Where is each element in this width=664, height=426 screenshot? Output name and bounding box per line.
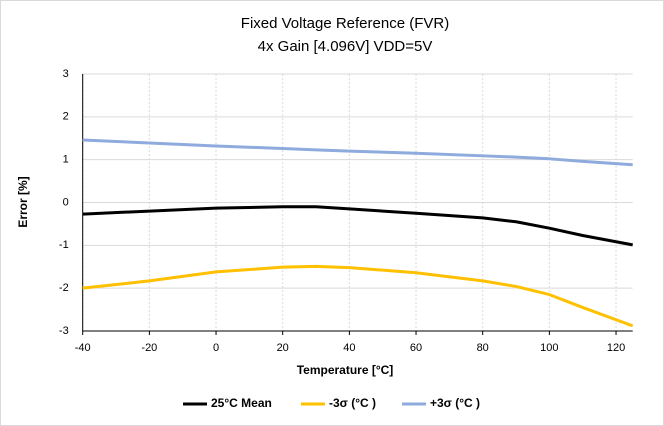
x-tick-label: 20 <box>277 342 289 354</box>
y-tick-label: -1 <box>59 239 69 251</box>
x-tick-label: -40 <box>75 342 91 354</box>
x-tick-label: 100 <box>540 342 558 354</box>
legend-label: -3σ (°C ) <box>329 396 376 410</box>
legend-label: 25°C Mean <box>211 396 272 410</box>
series-line <box>82 138 633 167</box>
x-tick-label: -20 <box>141 342 157 354</box>
x-tick-label: 60 <box>410 342 422 354</box>
chart-subtitle: 4x Gain [4.096V] VDD=5V <box>258 38 433 55</box>
x-tick-label: 40 <box>343 342 355 354</box>
y-tick-label: -2 <box>59 282 69 294</box>
y-tick-label: 1 <box>63 154 69 166</box>
series-line <box>82 264 634 328</box>
y-tick-label: 3 <box>63 68 69 80</box>
x-tick-label: 120 <box>607 342 625 354</box>
legend-label: +3σ (°C ) <box>430 396 480 410</box>
x-tick-label: 0 <box>213 342 219 354</box>
y-axis-title: Error [%] <box>16 176 30 227</box>
x-tick-label: 80 <box>477 342 489 354</box>
y-tick-label: 0 <box>63 196 69 208</box>
series-line <box>82 205 633 247</box>
y-tick-label: 2 <box>63 111 69 123</box>
x-axis-title: Temperature [°C] <box>297 363 394 377</box>
chart-title: Fixed Voltage Reference (FVR) <box>241 15 449 32</box>
y-tick-label: -3 <box>59 325 69 337</box>
